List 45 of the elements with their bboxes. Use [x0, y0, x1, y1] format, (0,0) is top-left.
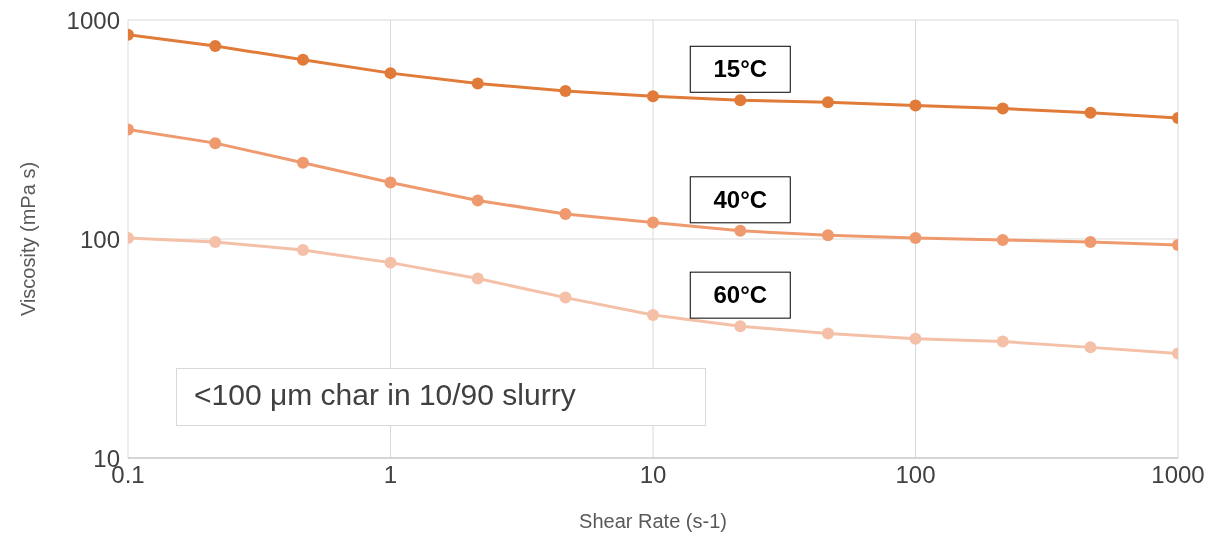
y-tick-label: 100: [79, 225, 120, 253]
y-axis-title: Viscosity (mPa s): [17, 161, 40, 317]
point: [909, 99, 922, 112]
point: [1084, 341, 1097, 354]
point: [209, 137, 222, 150]
point: [821, 96, 834, 109]
point: [559, 85, 572, 97]
point: [734, 320, 747, 333]
point: [471, 77, 484, 90]
point: [384, 176, 397, 189]
x-tick-label: 1: [383, 461, 398, 489]
point: [1084, 106, 1097, 119]
point: [821, 229, 834, 242]
point: [647, 216, 659, 229]
point: [996, 335, 1009, 348]
point: [909, 332, 922, 345]
point: [209, 235, 222, 248]
point: [1084, 235, 1097, 248]
point: [559, 291, 572, 304]
x-tick-label: 10: [639, 461, 667, 489]
x-axis-title: Shear Rate (s-1): [579, 510, 727, 532]
point: [471, 194, 484, 207]
x-tick-label: 1000: [1151, 461, 1205, 489]
y-tick-label: 1000: [66, 6, 120, 34]
point: [296, 53, 309, 66]
point: [996, 233, 1009, 246]
point: [996, 102, 1009, 115]
point: [734, 224, 747, 237]
point: [384, 256, 397, 269]
series-label: 40°C: [713, 185, 768, 213]
point: [647, 90, 659, 103]
x-tick-label: 100: [895, 461, 936, 489]
series-label: 60°C: [713, 281, 768, 309]
point: [559, 208, 572, 221]
point: [647, 308, 659, 321]
point: [821, 327, 834, 340]
point: [384, 67, 397, 80]
point: [471, 272, 484, 285]
series-label: 15°C: [713, 55, 768, 83]
point: [734, 94, 747, 107]
annotation: <100 μm char in 10/90 slurry: [194, 378, 576, 412]
point: [209, 40, 222, 53]
point: [909, 232, 922, 245]
point: [296, 244, 309, 257]
point: [296, 156, 309, 169]
